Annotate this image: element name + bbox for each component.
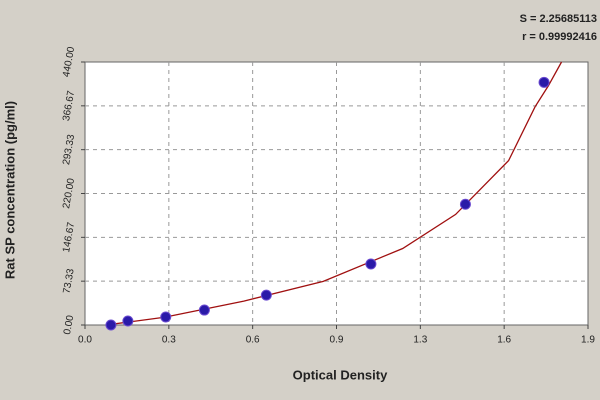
y-tick-label: 220.00	[61, 177, 77, 209]
x-tick-label: 0.6	[246, 335, 260, 346]
data-point	[538, 76, 550, 88]
y-tick-label: 440.00	[61, 46, 77, 78]
data-point	[459, 198, 471, 210]
data-point	[365, 258, 377, 270]
data-point	[105, 319, 117, 331]
data-point	[198, 304, 210, 316]
data-point	[122, 315, 134, 327]
x-tick-label: 1.9	[581, 335, 595, 346]
data-point	[260, 289, 272, 301]
y-tick-label: 73.33	[62, 267, 77, 294]
x-tick-label: 0.3	[162, 335, 176, 346]
annotation: S = 2.25685113	[520, 13, 597, 25]
y-tick-label: 293.33	[61, 133, 77, 165]
y-axis-title: Rat SP concentration (pg/ml)	[2, 101, 17, 279]
x-tick-label: 1.6	[497, 335, 511, 346]
y-tick-label: 366.67	[61, 89, 77, 121]
x-tick-label: 0.0	[78, 335, 92, 346]
x-tick-label: 1.3	[413, 335, 427, 346]
data-point	[160, 311, 172, 323]
x-tick-label: 0.9	[330, 335, 344, 346]
y-tick-label: 146.67	[61, 221, 77, 253]
x-axis-title: Optical Density	[293, 367, 388, 382]
annotation: r = 0.99992416	[522, 31, 597, 43]
y-tick-label: 0.00	[62, 314, 76, 336]
